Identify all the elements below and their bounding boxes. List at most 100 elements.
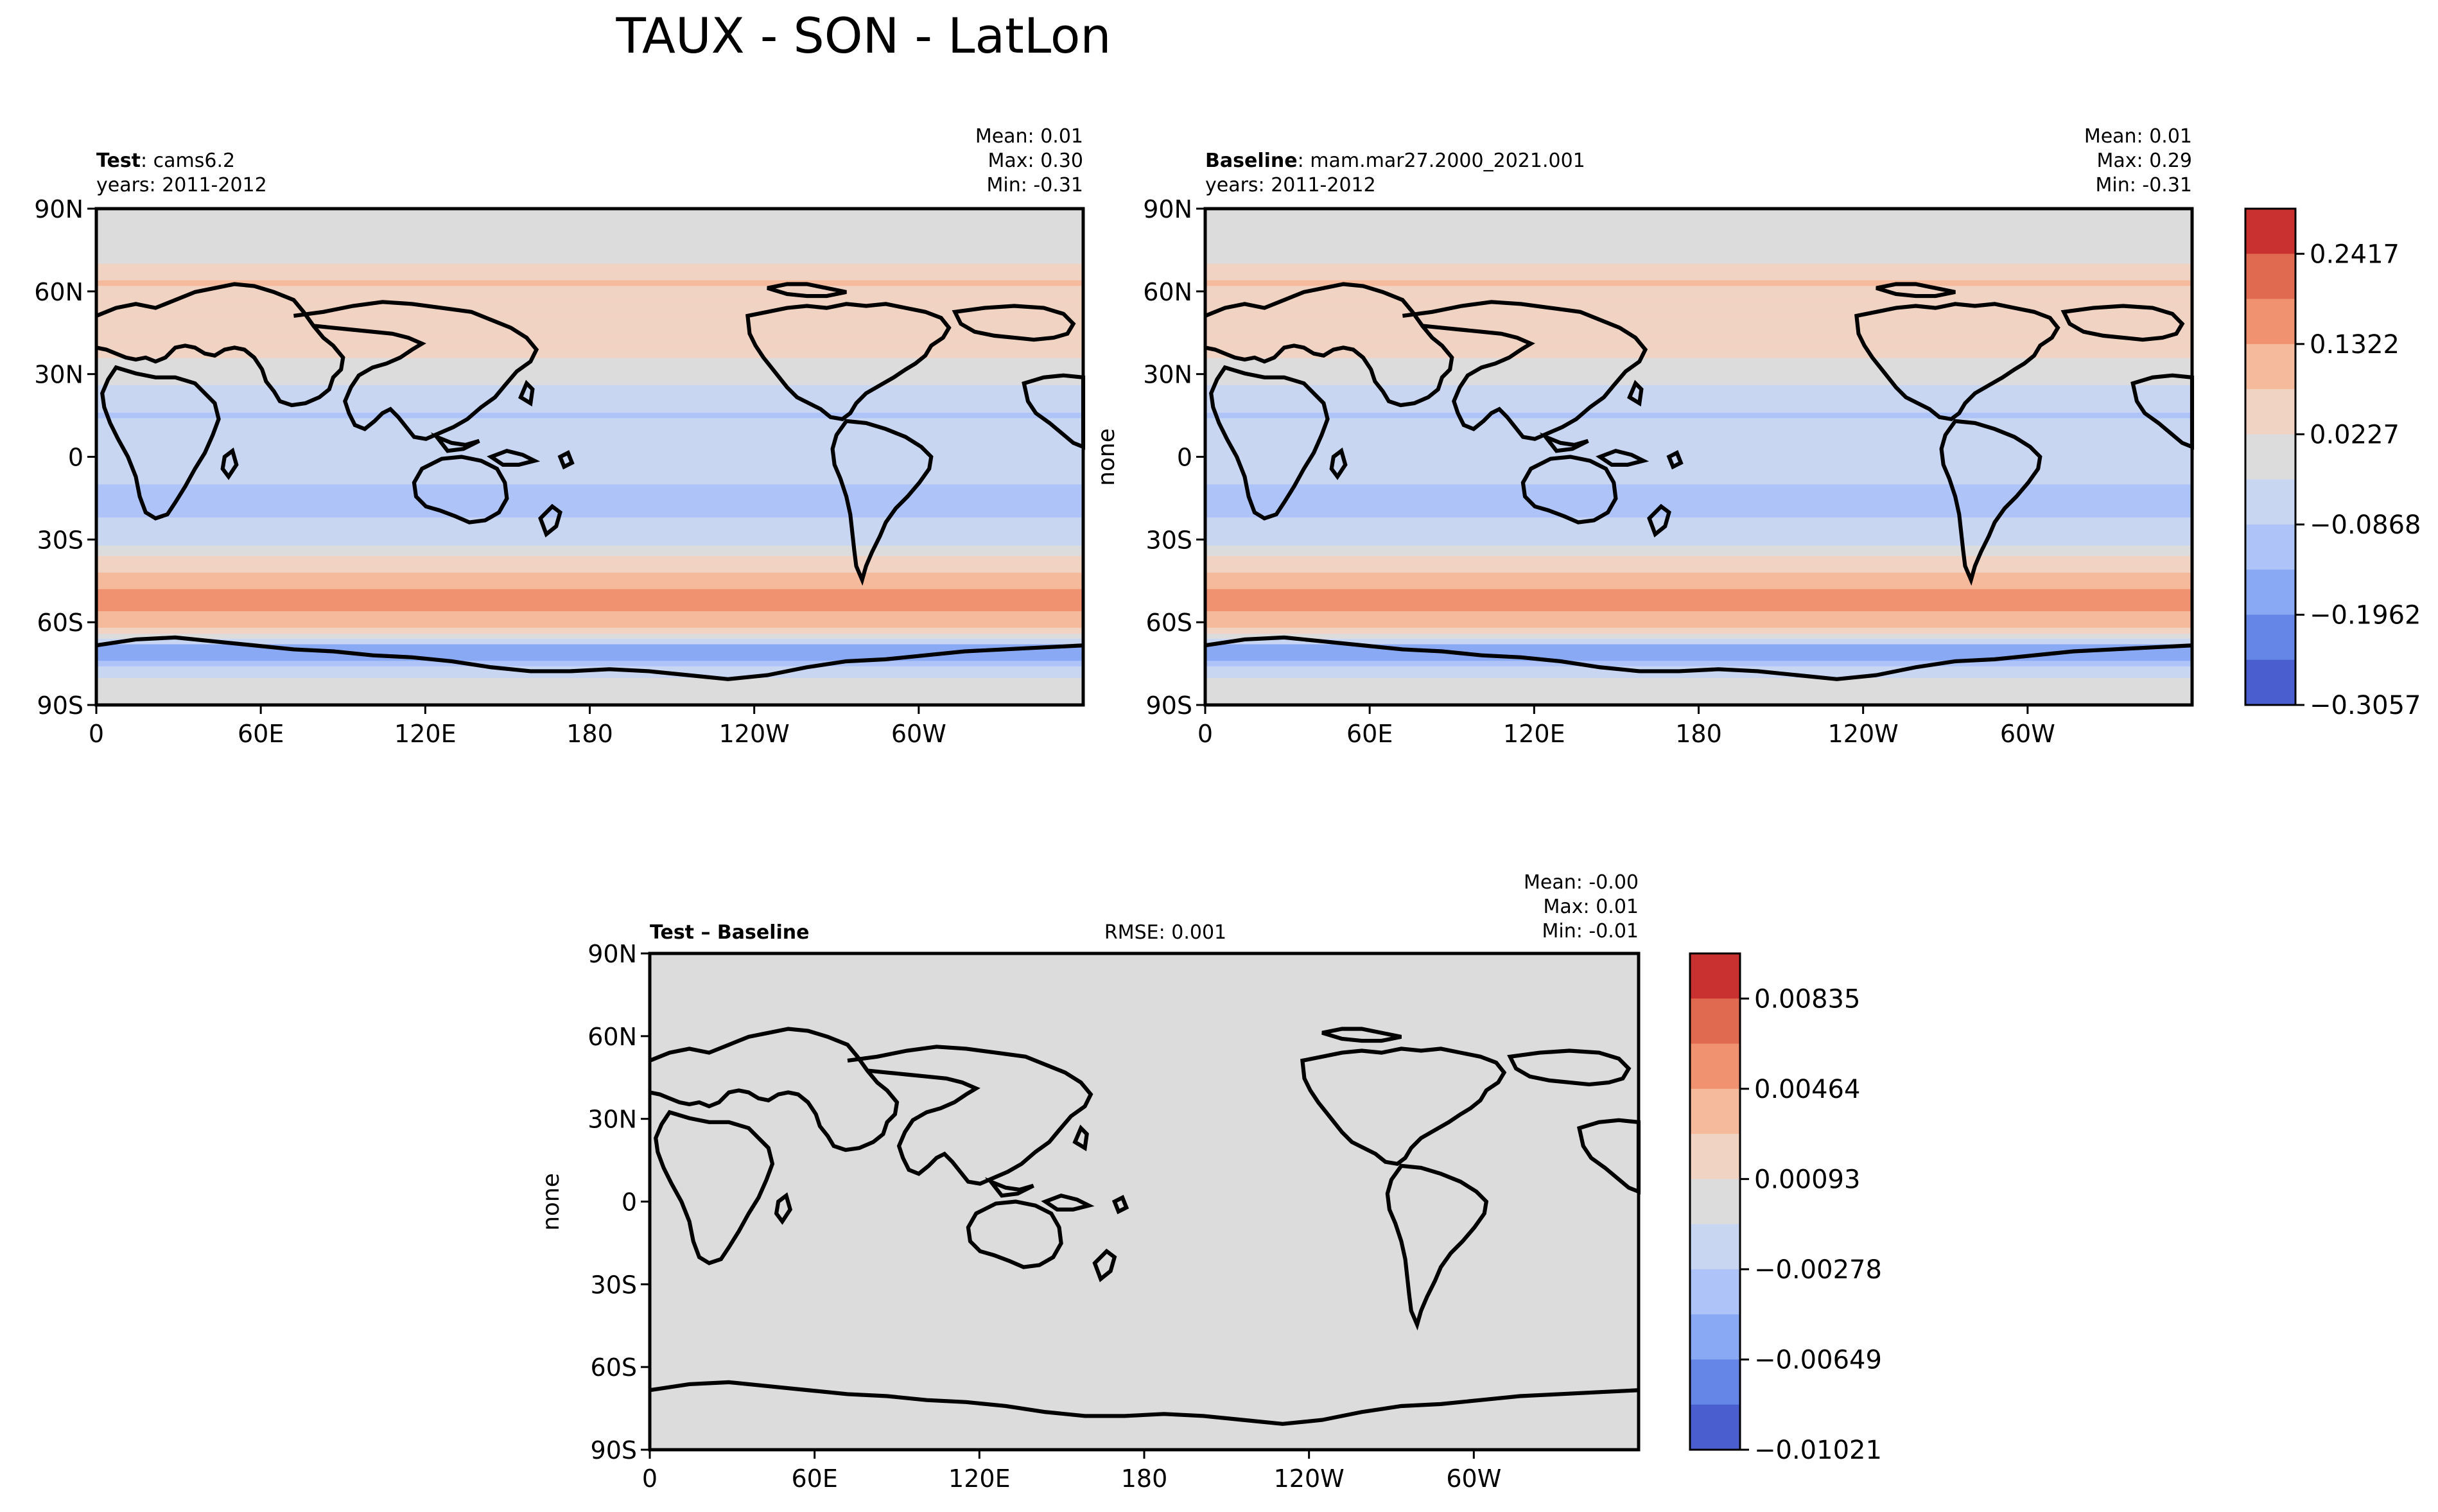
x-tick-label: 180	[566, 720, 613, 748]
zonal-band	[96, 291, 1083, 298]
zonal-band	[96, 638, 1083, 645]
zonal-band	[1205, 672, 2192, 678]
colorbar-label: −0.3057	[2310, 691, 2421, 720]
zonal-band	[1205, 429, 2192, 435]
zonal-band	[96, 539, 1083, 546]
colorbar-segment	[2245, 659, 2295, 706]
zonal-band	[96, 567, 1083, 573]
y-tick-label: 0	[1177, 444, 1192, 472]
colorbar-segment	[2245, 479, 2295, 525]
zonal-band	[1205, 627, 2192, 634]
zonal-band	[96, 495, 1083, 502]
label-baseline: Baseline: mam.mar27.2000_2021.001	[1205, 150, 1585, 172]
zonal-band	[96, 302, 1083, 309]
zonal-band	[1205, 490, 2192, 496]
zonal-band	[1205, 539, 2192, 546]
zonal-band	[96, 595, 1083, 601]
x-tick-label: 0	[89, 720, 104, 748]
y-tick-label: 60N	[1143, 278, 1192, 306]
min-test: Min: -0.31	[987, 174, 1084, 196]
zonal-band	[96, 661, 1083, 667]
zonal-band	[1205, 622, 2192, 629]
zonal-band	[1205, 335, 2192, 342]
zonal-band	[96, 473, 1083, 480]
ylabel-baseline: none	[1093, 428, 1120, 486]
x-tick-label: 60W	[2000, 720, 2055, 748]
zonal-band	[96, 467, 1083, 474]
zonal-band	[96, 605, 1083, 612]
panel-test: 0 60E 120E 180 120W 60W 90N 60N 30N 0 30S 60S 90S Te…	[34, 125, 1083, 748]
y-tick-label: 0	[68, 444, 83, 472]
zonal-band	[1205, 352, 2192, 358]
x-tick-label: 60E	[791, 1464, 837, 1493]
zonal-band	[1205, 638, 2192, 645]
ticks-baseline: 0 60E 120E 180 120W 60W 90N 60N 30N 0 30S 60S 90S	[1143, 195, 2055, 748]
zonal-band	[1205, 528, 2192, 535]
x-tick-label: 60W	[891, 720, 946, 748]
zonal-band	[1205, 556, 2192, 562]
y-tick-label: 90N	[1143, 195, 1192, 223]
zonal-band	[1205, 423, 2192, 430]
zonal-band	[1205, 578, 2192, 584]
zonal-band	[1205, 501, 2192, 507]
colorbar-segment	[1690, 953, 1740, 999]
colorbar-segment	[1690, 998, 1740, 1045]
zonal-band	[1205, 341, 2192, 347]
y-tick-label: 30N	[588, 1106, 637, 1134]
zonal-band	[96, 506, 1083, 513]
mean-baseline: Mean: 0.01	[2084, 125, 2192, 148]
colorbar-segment	[1690, 1359, 1740, 1405]
zonal-band	[96, 324, 1083, 331]
zonal-band	[1205, 572, 2192, 579]
zonal-band	[96, 672, 1083, 678]
figure-title: TAUX - SON - LatLon	[616, 7, 1111, 64]
zonal-band	[96, 556, 1083, 562]
years-test: years: 2011-2012	[96, 174, 267, 196]
y-tick-label: 90S	[591, 1436, 637, 1464]
zonal-band	[1205, 495, 2192, 502]
zonal-band	[1205, 440, 2192, 447]
zonal-band	[1205, 385, 2192, 392]
zonal-band	[96, 517, 1083, 524]
x-tick-label: 180	[1675, 720, 1722, 748]
zonal-band	[96, 390, 1083, 397]
zonal-band	[96, 412, 1083, 419]
zonal-band	[1205, 462, 2192, 469]
label-test-name: Test	[96, 150, 141, 172]
zonal-band	[96, 446, 1083, 452]
zonal-band	[1205, 346, 2192, 353]
zonal-band	[1205, 655, 2192, 662]
zonal-band	[1205, 324, 2192, 331]
zonal-band	[1205, 435, 2192, 441]
zonal-band	[96, 578, 1083, 584]
y-tick-label: 0	[622, 1188, 637, 1217]
zonal-band	[1205, 401, 2192, 408]
zonal-band	[96, 523, 1083, 529]
colorbar-segment	[1690, 1088, 1740, 1134]
zonal-band	[1205, 484, 2192, 491]
colorbar-segment	[1690, 1134, 1740, 1179]
x-tick-label: 0	[1197, 720, 1213, 748]
zonal-band	[96, 269, 1083, 275]
min-baseline: Min: -0.31	[2096, 174, 2193, 196]
zonal-band	[1205, 390, 2192, 397]
zonal-band	[96, 561, 1083, 568]
zonal-band	[1205, 275, 2192, 281]
max-diff: Max: 0.01	[1544, 896, 1639, 918]
zonal-band	[1205, 302, 2192, 309]
colorbar-segment	[1690, 1179, 1740, 1225]
y-tick-label: 60N	[588, 1023, 637, 1051]
zonal-band	[96, 329, 1083, 336]
zonal-band	[96, 407, 1083, 413]
zonal-band	[96, 512, 1083, 518]
zonal-band	[96, 528, 1083, 535]
zonal-band	[96, 478, 1083, 485]
colorbar-label: −0.01021	[1754, 1436, 1882, 1465]
panel-baseline: 0 60E 120E 180 120W 60W 90N 60N 30N 0 30S 60S 90S no…	[1093, 125, 2192, 748]
zonal-band	[96, 318, 1083, 326]
zonal-band	[1205, 567, 2192, 573]
y-tick-label: 60S	[591, 1353, 637, 1382]
y-tick-label: 90N	[34, 195, 83, 223]
zonal-band	[96, 313, 1083, 320]
zonal-band	[1205, 418, 2192, 424]
